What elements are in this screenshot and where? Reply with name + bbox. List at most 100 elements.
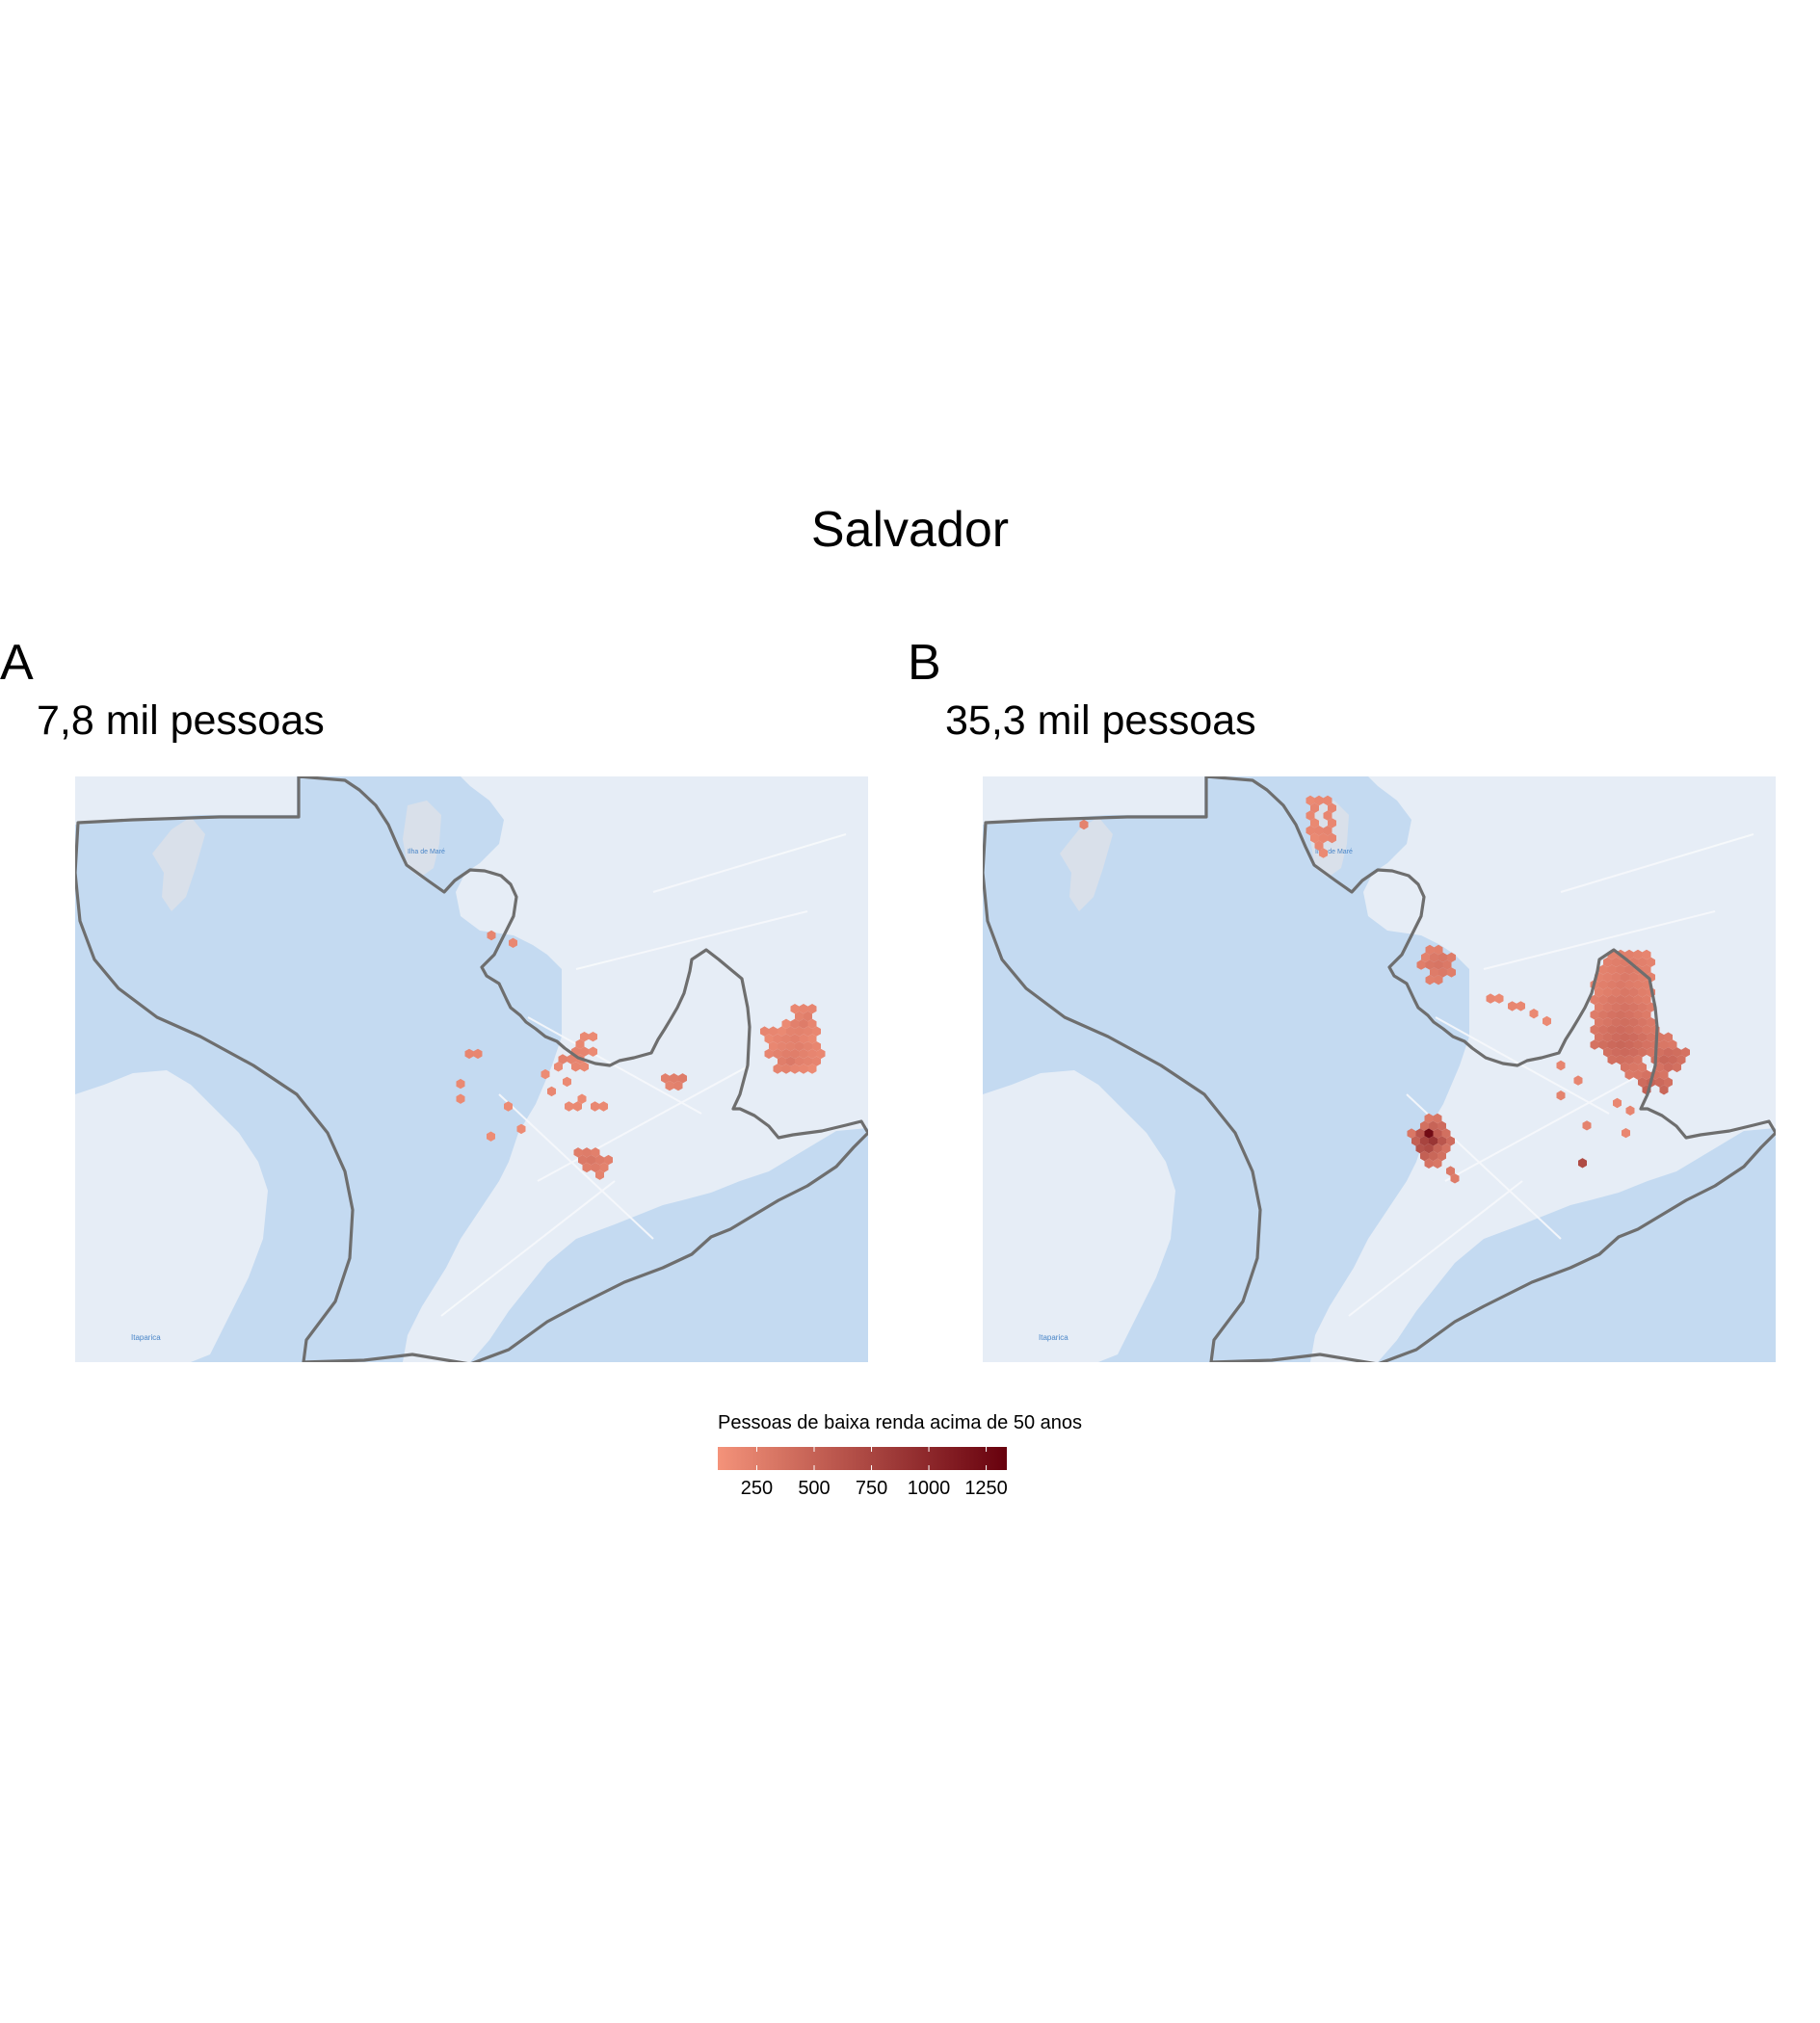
- panel-b-subtitle: 35,3 mil pessoas: [945, 697, 1256, 744]
- hex-cell: [1607, 994, 1617, 1005]
- hex-cell: [1612, 1032, 1621, 1042]
- hex-cell: [1598, 964, 1608, 975]
- road: [1560, 833, 1754, 893]
- hex-cell: [790, 1018, 800, 1029]
- hex-cell: [678, 1073, 687, 1084]
- hex-cell: [547, 1086, 556, 1097]
- hex-cell: [1633, 994, 1643, 1005]
- island-itaparica: [983, 1070, 1175, 1362]
- road: [1348, 1180, 1523, 1317]
- hex-cell: [795, 1026, 804, 1037]
- hex-cell: [1659, 1054, 1669, 1065]
- hex-cell: [816, 1048, 826, 1060]
- hex-cell: [1603, 957, 1612, 967]
- hex-cell: [1613, 1097, 1622, 1109]
- hex-cell: [1647, 1047, 1655, 1058]
- hex-cell: [1638, 1017, 1647, 1028]
- hex-cell: [1642, 994, 1651, 1005]
- hex-cell: [575, 1038, 585, 1050]
- hex-cell: [1415, 1143, 1425, 1154]
- hex-cell: [804, 1011, 812, 1022]
- hex-cell: [1612, 1002, 1621, 1012]
- hex-cell: [587, 1154, 595, 1166]
- hex-cell: [1603, 986, 1612, 998]
- hex-cell: [604, 1154, 613, 1166]
- hex-cell: [1629, 1062, 1638, 1073]
- hex-cell: [595, 1169, 604, 1180]
- hex-cell: [1438, 952, 1447, 962]
- hex-cell: [661, 1073, 670, 1084]
- hex-cell: [778, 1056, 786, 1066]
- hex-cell: [1624, 1010, 1634, 1020]
- hex-cell: [1590, 994, 1599, 1005]
- hex-cell: [673, 1080, 683, 1091]
- hex-cell: [1624, 980, 1634, 990]
- figure-title: Salvador: [810, 502, 1010, 558]
- hex-cell: [1612, 957, 1621, 967]
- map-panel-b[interactable]: Ilha de Maré Itaparica: [983, 776, 1776, 1362]
- hex-cell: [1598, 1010, 1608, 1020]
- hex-cell: [1429, 1120, 1438, 1131]
- island-frades: [1060, 817, 1113, 911]
- town-label: Itaparica: [1039, 1333, 1068, 1342]
- map-b-svg: Ilha de Maré Itaparica: [983, 776, 1776, 1362]
- hex-cell: [1319, 848, 1328, 858]
- hex-cell: [1582, 1120, 1592, 1131]
- hex-cell: [1616, 1024, 1625, 1036]
- hex-cell: [1438, 1120, 1446, 1131]
- hex-cell: [790, 1064, 800, 1074]
- hex-cell: [1624, 1054, 1634, 1065]
- hex-cell: [1616, 964, 1625, 975]
- hex-cell: [1430, 967, 1438, 978]
- hex-cell: [1668, 1054, 1677, 1065]
- hex-cell: [1673, 1047, 1681, 1058]
- hex-cell: [1306, 826, 1315, 836]
- hex-cell: [807, 1004, 817, 1014]
- hex-cell: [1624, 1069, 1634, 1080]
- hex-cell: [582, 1147, 592, 1158]
- hex-cell: [786, 1056, 795, 1066]
- hex-cell: [1642, 1010, 1651, 1020]
- map-panel-a[interactable]: Ilha de Maré Itaparica: [75, 776, 868, 1362]
- hex-cell: [1433, 1143, 1442, 1154]
- hex-cell: [1415, 1128, 1425, 1139]
- hex-cell: [1681, 1047, 1690, 1058]
- hex-cell: [1590, 1010, 1599, 1020]
- hex-cell: [1319, 832, 1328, 844]
- hex-cell: [1629, 1002, 1638, 1012]
- hex-cell: [773, 1048, 782, 1060]
- hex-cell: [473, 1048, 483, 1060]
- hex-cell: [1622, 1128, 1630, 1139]
- hex-cell: [1434, 975, 1443, 985]
- legend-tick-label: 1000: [908, 1478, 951, 1499]
- hex-cluster-subi: [541, 1032, 597, 1088]
- hex-cell: [1578, 1158, 1587, 1169]
- hex-cell: [1673, 1062, 1681, 1073]
- hex-cell: [807, 1034, 817, 1044]
- hex-cell: [1543, 1015, 1551, 1027]
- hex-cell: [1420, 1136, 1429, 1146]
- hex-cell: [1607, 1054, 1617, 1065]
- hex-cell: [760, 1026, 769, 1037]
- hex-cell: [1429, 1136, 1438, 1146]
- hex-cell: [1430, 952, 1438, 962]
- hex-cell: [1607, 1010, 1617, 1020]
- panel-a-subtitle: 7,8 mil pessoas: [37, 697, 325, 744]
- hex-cell: [1629, 972, 1638, 983]
- hex-cell: [599, 1162, 609, 1173]
- hex-cell: [1607, 1024, 1617, 1036]
- hex-cell: [1450, 1173, 1460, 1184]
- hex-cell: [807, 1048, 817, 1060]
- hex-cell: [589, 1032, 597, 1042]
- hex-cell: [1642, 964, 1651, 975]
- hex-cell: [1638, 1032, 1647, 1042]
- hex-cell: [504, 1101, 513, 1112]
- hex-cell: [1603, 1017, 1612, 1028]
- hex-cell: [795, 1056, 804, 1066]
- hex-cell: [580, 1046, 589, 1057]
- municipal-boundary: [75, 776, 868, 1362]
- hex-cell: [786, 1026, 795, 1037]
- hex-cell: [1420, 1120, 1429, 1131]
- hex-cell: [1676, 1054, 1686, 1065]
- hex-cell: [1425, 944, 1435, 956]
